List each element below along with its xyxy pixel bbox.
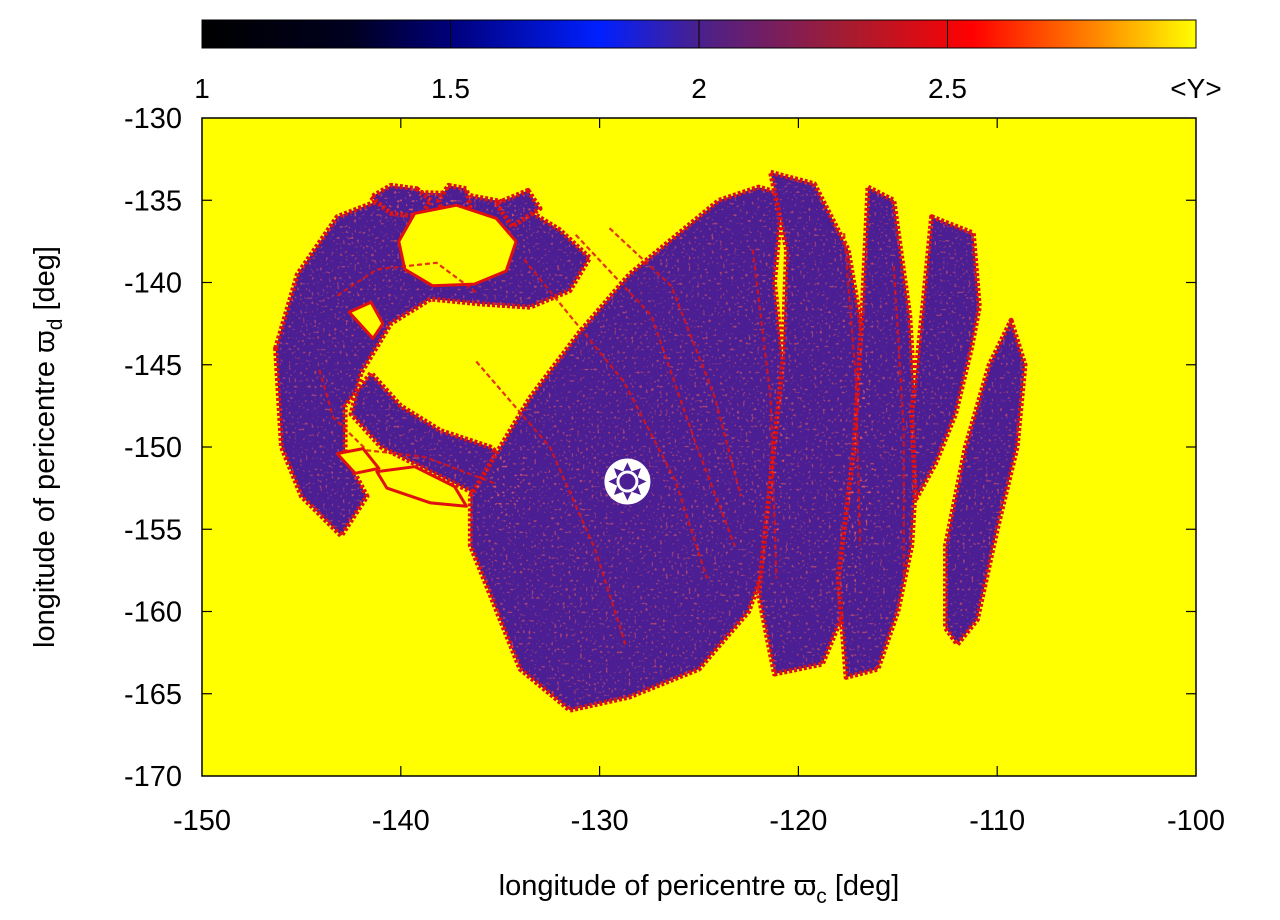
speck-layer: [275, 172, 1025, 711]
y-axis-label-sub: d: [44, 319, 67, 331]
colorbar-tick-label: 2.5: [928, 73, 967, 104]
y-tick-label: -170: [124, 761, 182, 793]
gap-line: [336, 261, 477, 297]
colorbar-tick-label: 1: [194, 73, 210, 104]
colorbar-tick-label: 1.5: [431, 73, 470, 104]
x-axis-label-unit: [deg]: [827, 870, 900, 902]
island-arc-gap-3: [335, 447, 381, 475]
y-tick-label: -150: [124, 432, 182, 464]
star-marker-icon: [604, 458, 651, 505]
gap-line: [608, 227, 742, 497]
speck-band-4: [911, 216, 980, 500]
x-tick-label: -120: [769, 805, 827, 837]
x-axis-ticks: -150 -140 -130 -120 -110 -100: [173, 118, 1225, 837]
gap-line: [751, 249, 778, 579]
y-tick-label: -145: [124, 350, 182, 382]
colorbar-tick-label: 2: [691, 73, 707, 104]
island-arc-gap-1: [347, 300, 385, 340]
speck-band-3: [838, 187, 918, 678]
x-axis-label-text: longitude of pericentre ϖ: [499, 870, 817, 902]
gap-line: [475, 360, 627, 645]
x-tick-label: -140: [372, 805, 430, 837]
y-tick-label: -155: [124, 514, 182, 546]
speck-upper-fragment-b: [496, 190, 540, 227]
x-tick-label: -110: [969, 805, 1025, 837]
heatmap-layer: [273, 169, 1028, 713]
gap-line: [318, 369, 495, 485]
y-axis-ticks: -130 -135 -140 -145 -150 -155 -160 -165 -170: [124, 103, 1196, 793]
marker-core: [619, 473, 636, 490]
x-tick-label: -130: [571, 805, 629, 837]
x-axis-label-sub: c: [816, 885, 827, 908]
gap-line: [892, 266, 905, 579]
island-island-top: [397, 203, 518, 288]
gap-line: [523, 258, 709, 579]
x-tick-label: -100: [1167, 805, 1225, 837]
island-arc-gap-2: [375, 465, 468, 508]
speck-main-arc: [275, 192, 590, 536]
speck-upper-fragment-a: [371, 185, 431, 217]
y-tick-label: -160: [124, 597, 182, 629]
colorbar-label: <Y>: [1170, 73, 1221, 104]
plot-area: -150 -140 -130 -120 -110 -100 -130 -135 -140 -14…: [124, 103, 1225, 837]
colorbar-ticks: [450, 20, 948, 48]
y-tick-label: -130: [124, 103, 182, 135]
speck-central-lobe: [470, 187, 789, 711]
y-tick-label: -165: [124, 679, 182, 711]
chaotic-islands: [335, 203, 518, 508]
speck-right-strip: [945, 320, 1025, 645]
y-tick-label: -140: [124, 268, 182, 300]
x-tick-label: -150: [173, 805, 231, 837]
gap-line: [574, 234, 736, 547]
gap-line: [843, 233, 862, 546]
colorbar: 1 1.5 2 2.5 <Y>: [194, 19, 1222, 104]
y-axis-label: longitude of pericentre ϖd [deg]: [29, 246, 67, 648]
y-axis-label-unit: [deg]: [29, 246, 61, 319]
fine-gaps: [318, 227, 905, 645]
colorbar-tick-labels: 1 1.5 2 2.5: [194, 73, 967, 104]
y-axis-label-text: longitude of pericentre ϖ: [29, 330, 61, 648]
x-axis-label: longitude of pericentre ϖc [deg]: [499, 870, 900, 908]
y-tick-label: -135: [124, 185, 182, 217]
